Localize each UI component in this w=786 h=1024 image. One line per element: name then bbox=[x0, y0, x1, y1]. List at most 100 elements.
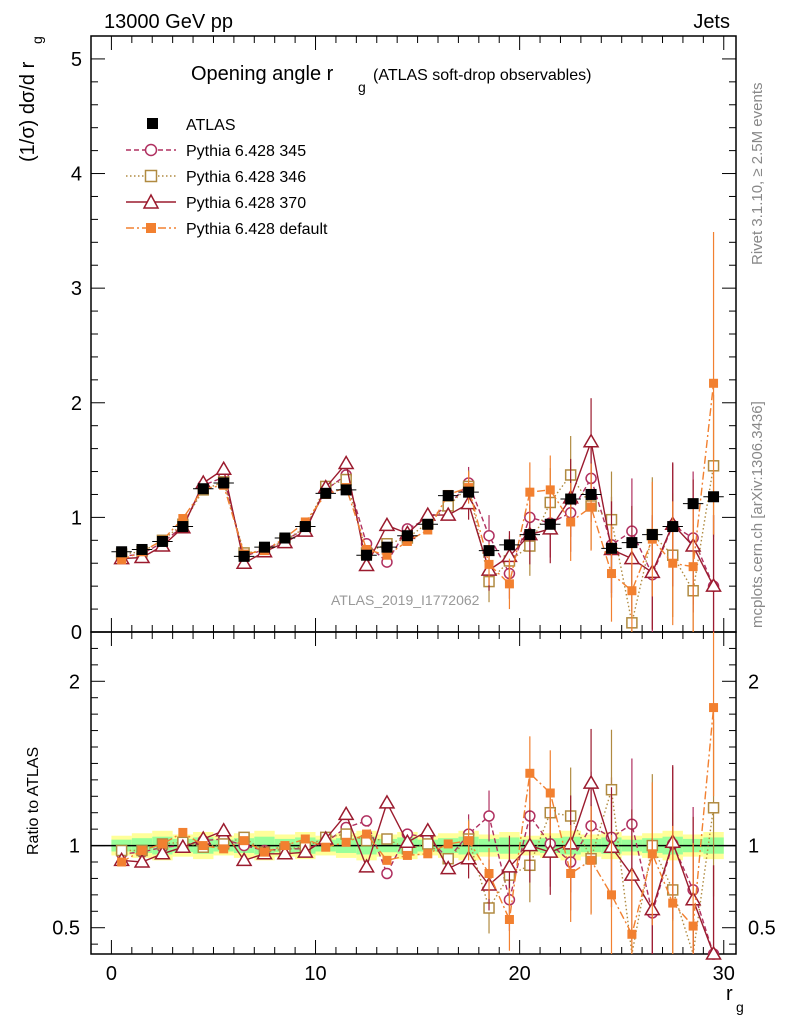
y-tick-label: 1 bbox=[71, 507, 82, 529]
series-4-marker bbox=[423, 525, 433, 535]
series-4-marker bbox=[117, 555, 127, 565]
ratio-series-3-marker bbox=[358, 858, 375, 873]
atlas-data-point bbox=[218, 477, 230, 489]
series-3-marker bbox=[358, 557, 375, 572]
ratio-series-4-marker bbox=[606, 890, 616, 900]
chart-title-main: Opening angle bbox=[191, 63, 321, 85]
x-tick-label: 10 bbox=[304, 963, 326, 985]
x-tick-label: 0 bbox=[106, 963, 117, 985]
rivet-version-label: Rivet 3.1.10, ≥ 2.5M events bbox=[749, 83, 766, 266]
legend-marker-345 bbox=[144, 143, 158, 157]
series-4-marker bbox=[586, 502, 596, 512]
atlas-data-point bbox=[442, 490, 454, 502]
atlas-data-point bbox=[381, 541, 393, 553]
atlas-data-point bbox=[401, 530, 413, 542]
atlas-data-point bbox=[565, 493, 577, 505]
ratio-series-3-marker bbox=[276, 845, 294, 860]
ratio-series-1-marker bbox=[360, 815, 373, 827]
atlas-data-point bbox=[585, 488, 597, 500]
legend-label-default: Pythia 6.428 default bbox=[186, 221, 328, 238]
y-tick-label: 2 bbox=[71, 393, 82, 415]
ratio-series-4-marker bbox=[402, 850, 412, 860]
atlas-data-point bbox=[299, 521, 311, 533]
atlas-data-point bbox=[503, 539, 515, 551]
atlas-data-point bbox=[687, 498, 699, 510]
series-3-line bbox=[121, 439, 715, 587]
ratio-series-3-marker bbox=[705, 945, 722, 960]
ratio-series-3-marker bbox=[154, 845, 171, 860]
ratio-series-3-marker bbox=[501, 858, 518, 873]
ratio-series-4-marker bbox=[525, 768, 535, 778]
atlas-data-point bbox=[708, 491, 720, 503]
ratio-series-3-marker bbox=[541, 843, 559, 858]
x-axis-label: r bbox=[726, 983, 733, 1005]
atlas-data-point bbox=[279, 532, 291, 544]
ratio-series-4-marker bbox=[321, 842, 331, 852]
ratio-series-4-marker bbox=[688, 921, 698, 931]
series-layer bbox=[111, 231, 724, 960]
ratio-series-3-marker bbox=[235, 851, 253, 867]
analysis-watermark: ATLAS_2019_I1772062 bbox=[331, 592, 480, 608]
series-4-marker bbox=[668, 558, 678, 568]
series-4-marker bbox=[627, 586, 637, 596]
atlas-data-point bbox=[136, 543, 148, 555]
atlas-data-point bbox=[544, 518, 556, 530]
ratio-series-4-marker bbox=[586, 855, 596, 865]
legend-label-346: Pythia 6.428 346 bbox=[186, 169, 306, 186]
series-3-marker bbox=[337, 455, 355, 470]
y-axis-label: (1/σ) dσ/d r bbox=[17, 61, 39, 162]
ratio-series-4-marker bbox=[198, 841, 208, 851]
atlas-data-point bbox=[422, 518, 434, 530]
ratio-series-4-marker bbox=[117, 857, 127, 867]
ratio-series-4-marker bbox=[668, 898, 678, 908]
ratio-series-3-marker bbox=[174, 838, 192, 853]
ratio-y-axis-label: Ratio to ATLAS bbox=[25, 747, 42, 855]
series-3-marker bbox=[215, 460, 232, 475]
atlas-data-point bbox=[156, 535, 168, 547]
ratio-series-2-line bbox=[121, 789, 715, 955]
series-3-marker bbox=[235, 554, 253, 569]
ratio-series-3-marker bbox=[419, 822, 437, 837]
ratio-series-4-marker bbox=[709, 703, 719, 713]
ratio-series-3-marker bbox=[297, 843, 314, 858]
legend-marker-atlas bbox=[147, 118, 158, 129]
series-4-marker bbox=[709, 378, 719, 388]
ratio-series-2-marker bbox=[422, 838, 434, 850]
ratio-series-2-marker bbox=[381, 833, 393, 845]
series-1-marker bbox=[483, 529, 495, 542]
ratio-series-3-marker bbox=[337, 805, 355, 821]
ratio-series-4-marker bbox=[362, 829, 372, 839]
legend-marker-default bbox=[146, 223, 156, 233]
chart-subtitle: (ATLAS soft-drop observables) bbox=[373, 67, 591, 84]
legend-marker-370 bbox=[142, 193, 160, 209]
legend-label-atlas: ATLAS bbox=[186, 117, 236, 134]
atlas-data-point bbox=[238, 550, 250, 562]
atlas-data-point bbox=[258, 541, 270, 553]
atlas-data-point bbox=[116, 546, 128, 558]
ratio-series-4-marker bbox=[443, 839, 453, 849]
y-axis-label-subscript: g bbox=[29, 36, 45, 44]
ratio-series-4-marker bbox=[137, 846, 147, 855]
ratio-series-4-marker bbox=[504, 915, 514, 924]
atlas-data-point bbox=[463, 486, 475, 498]
y-tick-label: 0 bbox=[71, 622, 82, 644]
series-4-line bbox=[121, 383, 715, 592]
ratio-series-4-marker bbox=[300, 834, 310, 844]
atlas-data-point bbox=[320, 487, 332, 499]
ratio-series-1-marker bbox=[483, 810, 495, 822]
ratio-plot-frame bbox=[90, 631, 737, 955]
atlas-data-point bbox=[667, 521, 679, 533]
legend-marker-346 bbox=[144, 169, 158, 183]
series-4-marker bbox=[484, 559, 494, 569]
series-3-marker bbox=[439, 506, 457, 521]
axes-layer: 0 10 20 30 0 1 2 3 4 5 0.5 0.5 1 1 2 2 bbox=[52, 35, 776, 985]
ratio-series-4-marker bbox=[423, 849, 433, 859]
series-3-marker bbox=[378, 516, 396, 532]
atlas-data-point bbox=[626, 537, 638, 549]
atlas-data-point bbox=[177, 521, 189, 533]
series-4-marker bbox=[362, 544, 372, 554]
series-3-marker bbox=[419, 506, 437, 521]
ratio-series-3-marker bbox=[439, 860, 457, 875]
ratio-series-3-marker bbox=[582, 774, 600, 789]
